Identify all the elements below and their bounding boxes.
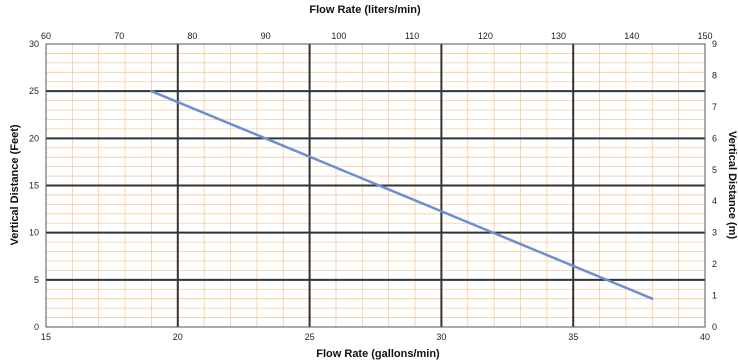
series-line [150, 89, 654, 300]
y2-tick-label: 7 [712, 102, 717, 112]
y2-tick-label: 0 [712, 322, 717, 332]
x-axis-title: Flow Rate (gallons/min) [316, 348, 440, 360]
series-layer [150, 89, 654, 300]
y-tick-label: 0 [34, 322, 39, 332]
y-tick-label: 5 [34, 275, 39, 285]
x-axis-ticks: 15 20 25 30 35 40 [41, 332, 710, 342]
x-tick-label: 35 [568, 332, 578, 342]
x-tick-label: 15 [41, 332, 51, 342]
major-grid [46, 44, 705, 327]
x2-tick-label: 120 [478, 31, 493, 41]
x-tick-label: 40 [700, 332, 710, 342]
y-tick-label: 25 [29, 86, 39, 96]
x2-axis-ticks: 60 70 80 90 100 110 120 130 140 150 [41, 31, 713, 41]
y2-tick-label: 4 [712, 196, 717, 206]
y2-tick-label: 6 [712, 133, 717, 143]
y-tick-label: 15 [29, 181, 39, 191]
x-tick-label: 20 [173, 332, 183, 342]
x2-tick-label: 100 [331, 31, 346, 41]
y-axis-ticks: 0 5 10 15 20 25 30 [29, 39, 39, 332]
x2-tick-label: 110 [405, 31, 419, 41]
x2-tick-label: 70 [114, 31, 124, 41]
x-tick-label: 25 [305, 332, 315, 342]
x2-tick-label: 60 [41, 31, 51, 41]
y2-tick-label: 9 [712, 39, 717, 49]
y-tick-label: 20 [29, 133, 39, 143]
y2-tick-label: 1 [712, 291, 717, 301]
x2-tick-label: 150 [697, 31, 712, 41]
x2-tick-label: 80 [187, 31, 197, 41]
plot-frame [45, 43, 706, 328]
y2-tick-label: 3 [712, 228, 717, 238]
x2-tick-label: 130 [551, 31, 566, 41]
y2-tick-label: 8 [712, 70, 717, 80]
x2-tick-label: 90 [261, 31, 271, 41]
y2-tick-label: 2 [712, 259, 717, 269]
y2-tick-label: 5 [712, 165, 717, 175]
x-tick-label: 30 [436, 332, 446, 342]
x2-tick-label: 140 [624, 31, 639, 41]
x2-axis-title: Flow Rate (liters/min) [309, 4, 421, 16]
y-tick-label: 30 [29, 39, 39, 49]
y2-axis-ticks: 0 1 2 3 4 5 6 7 8 9 [712, 39, 717, 332]
y2-axis-title: Vertical Distance (m) [726, 131, 738, 240]
y-axis-title: Vertical Distance (Feet) [9, 124, 21, 245]
y-tick-label: 10 [29, 228, 39, 238]
